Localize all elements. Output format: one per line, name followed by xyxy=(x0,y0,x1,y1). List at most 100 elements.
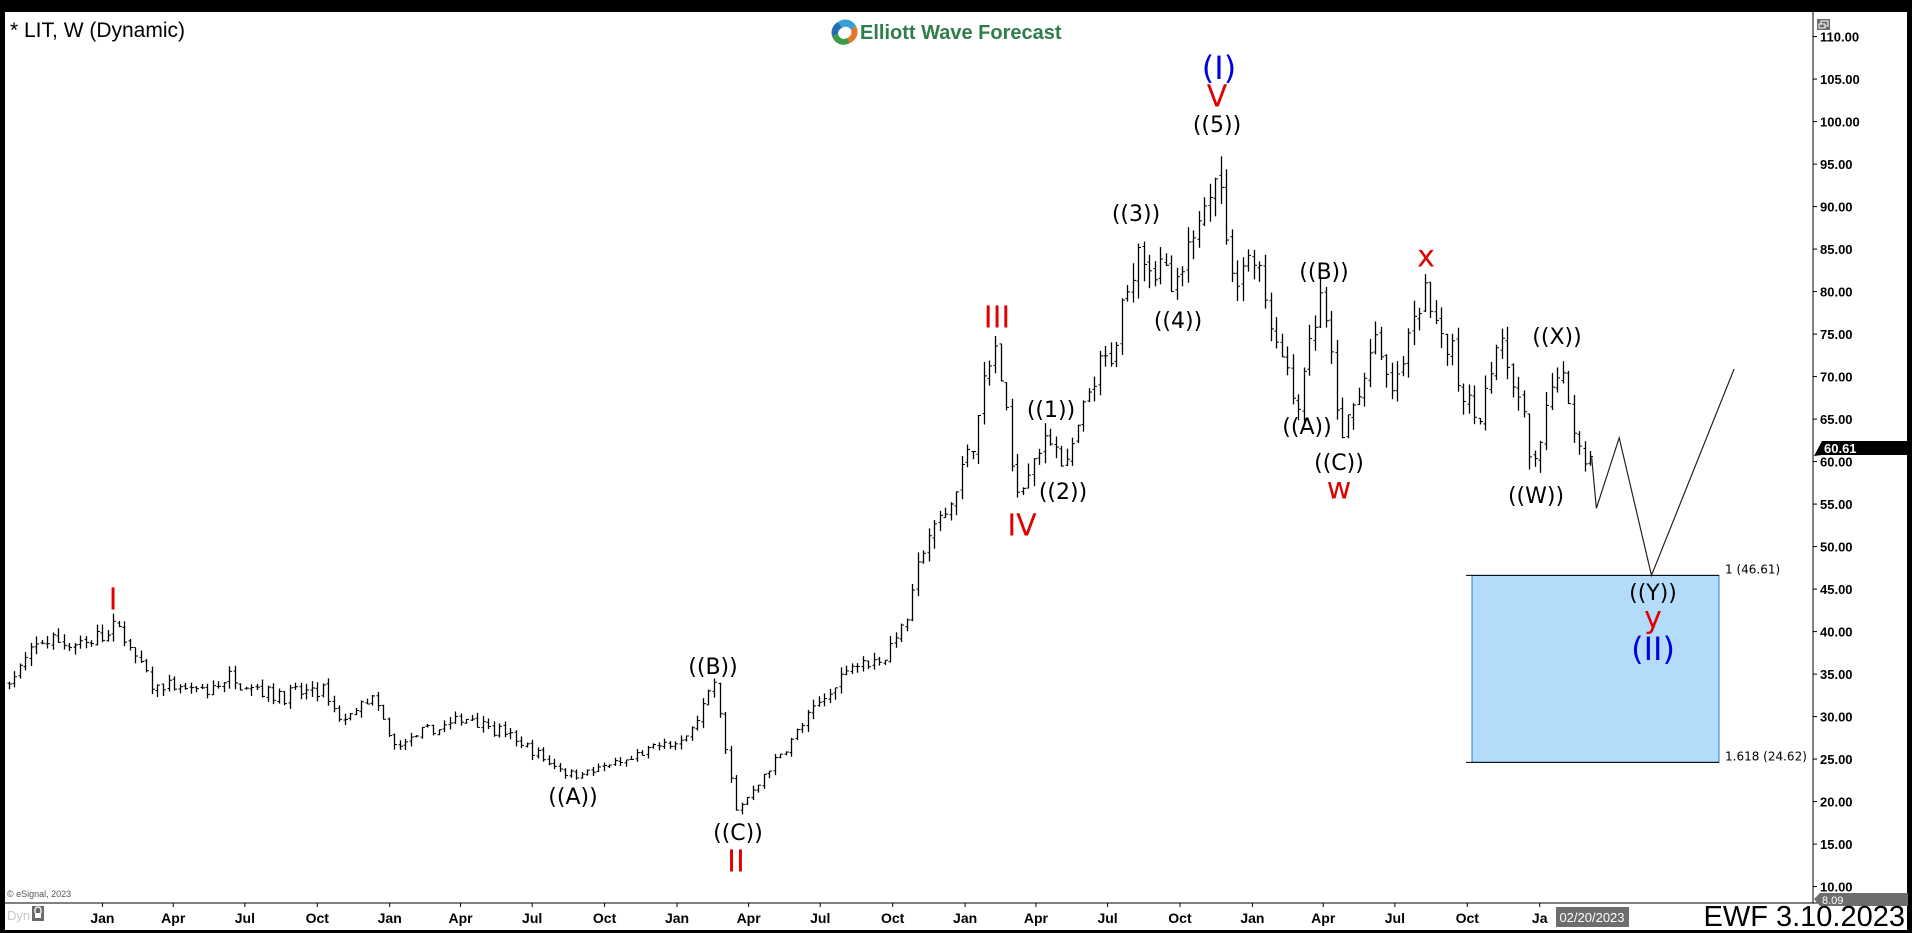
y-tick-label: 30.00 xyxy=(1820,710,1853,725)
ohlc-bar xyxy=(29,642,34,667)
ohlc-bar xyxy=(1120,298,1125,355)
wave-label: w xyxy=(1327,472,1352,507)
ohlc-bar xyxy=(222,682,227,693)
x-tick-label: Jan xyxy=(665,910,689,926)
ohlc-bar xyxy=(1103,346,1108,367)
ohlc-bar xyxy=(1087,388,1092,403)
ohlc-bar xyxy=(1048,428,1053,446)
ohlc-bar xyxy=(437,729,442,736)
ohlc-bar xyxy=(200,684,205,690)
ohlc-bar xyxy=(872,652,877,670)
ohlc-bar xyxy=(227,666,232,689)
price-axis[interactable]: 110.00 105.00 100.00 95.00 90.00 85.00 80.00 75… xyxy=(1813,30,1860,895)
ohlc-bar xyxy=(139,650,144,663)
ohlc-bar xyxy=(1219,156,1224,205)
y-tick-label: 100.00 xyxy=(1820,115,1860,130)
wave-label: ((2)) xyxy=(1039,480,1087,505)
lock-icon[interactable] xyxy=(32,906,44,921)
ohlc-bar xyxy=(1197,211,1202,248)
ohlc-bar xyxy=(133,647,138,664)
ohlc-bar xyxy=(938,510,943,532)
ohlc-bar xyxy=(1346,414,1351,439)
ohlc-bar xyxy=(282,691,287,706)
ohlc-bar xyxy=(657,742,662,751)
x-tick-label: Jul xyxy=(810,910,830,926)
ohlc-bar xyxy=(1252,249,1257,280)
ohlc-bar xyxy=(530,739,535,761)
ohlc-bar xyxy=(514,730,519,747)
ohlc-bar xyxy=(1158,247,1163,285)
logo-icon xyxy=(831,19,858,45)
ohlc-bar xyxy=(624,759,629,767)
ohlc-bar xyxy=(585,769,590,776)
restore-window-icon[interactable] xyxy=(1817,19,1830,30)
ohlc-bar xyxy=(1379,326,1384,361)
ohlc-bar xyxy=(756,784,761,793)
ohlc-bar xyxy=(1037,448,1042,465)
ohlc-bar xyxy=(1384,354,1389,388)
ohlc-bar xyxy=(1368,338,1373,388)
ohlc-bar xyxy=(299,682,304,700)
y-tick-label: 40.00 xyxy=(1820,625,1853,640)
dyn-button[interactable]: Dyn xyxy=(7,908,30,923)
ohlc-bar xyxy=(762,773,767,789)
ohlc-bar xyxy=(1494,344,1499,381)
ohlc-bar xyxy=(1572,395,1577,443)
chart-title: * LIT, W (Dynamic) xyxy=(10,19,185,42)
ohlc-bar xyxy=(723,711,728,754)
ohlc-bar xyxy=(855,663,860,673)
ohlc-bar xyxy=(778,753,783,759)
ohlc-bar xyxy=(635,748,640,762)
ohlc-bar xyxy=(1577,431,1582,455)
ohlc-bar xyxy=(806,710,811,732)
wave-label: ((B)) xyxy=(1299,260,1348,285)
y-tick-label: 20.00 xyxy=(1820,795,1853,810)
ohlc-bar xyxy=(365,698,370,705)
ohlc-bar xyxy=(381,704,386,720)
ohlc-bar xyxy=(326,678,331,706)
time-axis[interactable]: Jan Apr Jul Oct Jan Apr Jul Oct Jan Apr Jul Oct Jan A… xyxy=(90,903,1548,926)
ohlc-bar xyxy=(343,713,348,726)
ohlc-bar xyxy=(1131,263,1136,303)
ohlc-bar xyxy=(883,659,888,665)
x-tick-label: Apr xyxy=(448,910,473,926)
ohlc-bar xyxy=(475,712,480,728)
ohlc-bar xyxy=(398,740,403,750)
x-tick-label: Oct xyxy=(1168,910,1192,926)
ohlc-bar xyxy=(651,743,656,749)
ohlc-bar xyxy=(596,763,601,773)
ohlc-bar xyxy=(800,722,805,733)
wave-label: ((1)) xyxy=(1027,398,1075,423)
ohlc-bar xyxy=(1054,436,1059,459)
ohlc-bar xyxy=(662,738,667,749)
wave-label: ((4)) xyxy=(1154,309,1202,334)
x-tick-label: Ja xyxy=(1532,910,1548,926)
x-tick-label: Jul xyxy=(235,910,255,926)
y-tick-label: 110.00 xyxy=(1820,30,1859,45)
ohlc-bar xyxy=(255,683,260,691)
ohlc-bar xyxy=(519,736,524,748)
ohlc-bar xyxy=(183,683,188,690)
ohlc-bar xyxy=(1335,339,1340,420)
wave-label: ((3)) xyxy=(1112,202,1160,227)
ohlc-bar xyxy=(1136,243,1141,299)
ohlc-bar xyxy=(189,682,194,694)
wave-label: ((C)) xyxy=(1314,451,1364,476)
ohlc-bar xyxy=(1395,361,1400,402)
y-tick-label: 90.00 xyxy=(1820,200,1853,215)
ohlc-bar xyxy=(464,718,469,724)
ohlc-bar xyxy=(613,757,618,766)
ohlc-bar xyxy=(1280,333,1285,358)
ohlc-bar xyxy=(905,618,910,632)
ohlc-bar xyxy=(1390,362,1395,400)
ohlc-bar xyxy=(431,724,436,736)
ohlc-bar xyxy=(1230,229,1235,283)
ohlc-bar xyxy=(18,663,23,679)
ohlc-bar xyxy=(574,769,579,780)
ohlc-bar xyxy=(773,753,778,776)
ohlc-bar xyxy=(1070,437,1075,466)
ohlc-bar xyxy=(1246,249,1251,272)
ohlc-bar xyxy=(1059,445,1064,467)
ohlc-bar xyxy=(271,683,276,705)
